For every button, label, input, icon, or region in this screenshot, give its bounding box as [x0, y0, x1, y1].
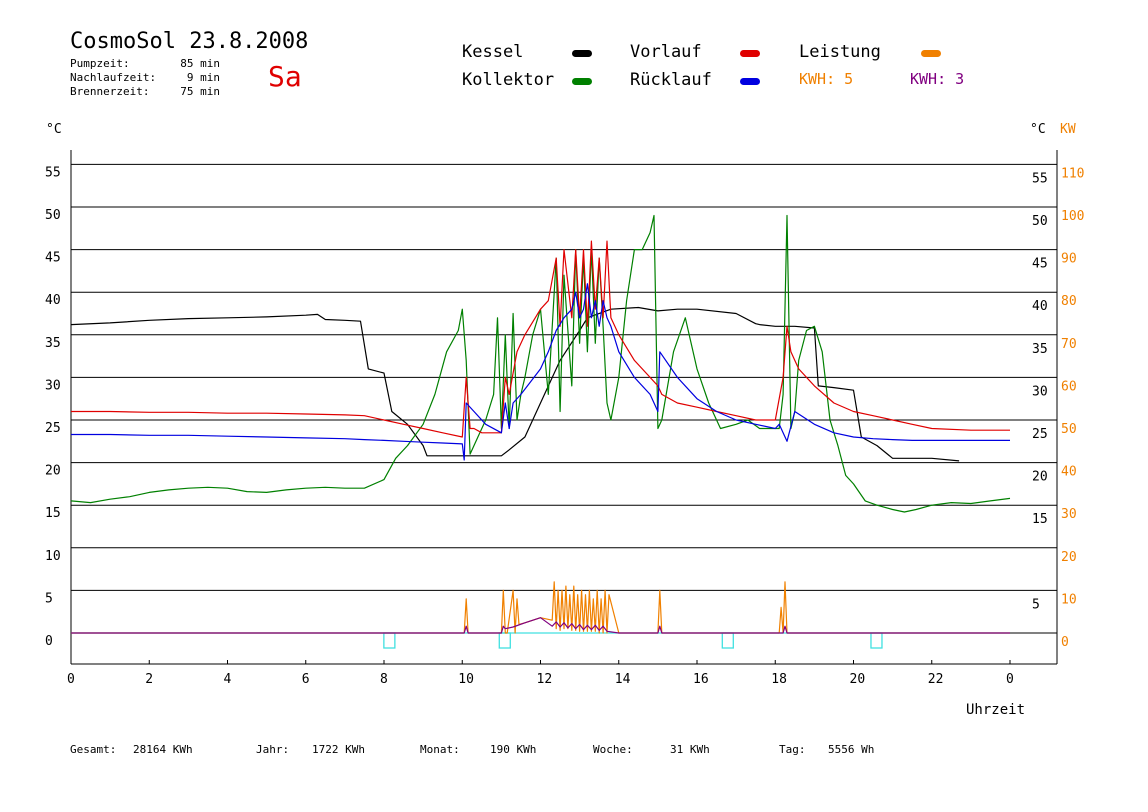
- temperature-chart: 0510152025303540455055515202530354045505…: [45, 150, 1084, 687]
- stat-row-nachlaufzeit: Nachlaufzeit: 9 min: [70, 71, 220, 85]
- y-tick-label-left: 30: [45, 378, 61, 393]
- stat-value: 9 min: [186, 71, 220, 84]
- y-tick-label-kw: 60: [1061, 379, 1077, 394]
- y-tick-label-kw: 90: [1061, 252, 1077, 267]
- legend-label-ruecklauf: Rücklauf: [630, 70, 712, 90]
- legend-label-kessel: Kessel: [462, 42, 524, 62]
- x-tick-label: 4: [224, 672, 232, 687]
- y-tick-label-right: 20: [1032, 470, 1048, 485]
- footer-value-woche: 31 KWh: [670, 743, 710, 756]
- y-tick-label-left: 20: [45, 464, 61, 479]
- y-tick-label-left: 45: [45, 251, 61, 266]
- y-tick-label-right: 35: [1032, 342, 1048, 357]
- series-line-kessel: [70, 306, 960, 462]
- legend-label-leistung: Leistung: [799, 42, 881, 62]
- y-tick-label-left: 55: [45, 165, 61, 180]
- y-tick-label-left: 5: [45, 591, 53, 606]
- y-tick-label-left: 25: [45, 421, 61, 436]
- legend-swatch-kessel: [572, 50, 592, 57]
- stat-label: Brennerzeit:: [70, 85, 150, 98]
- series-line-vorlauf: [71, 240, 1010, 438]
- x-tick-label: 20: [850, 672, 866, 687]
- y-tick-label-left: 35: [45, 336, 61, 351]
- stat-label: Pumpzeit:: [70, 57, 130, 70]
- footer-label-monat: Monat:: [420, 743, 460, 756]
- legend-kwh-solar: KWH: 5: [799, 70, 854, 88]
- pump-marker: [383, 632, 396, 649]
- stat-row-pumpzeit: Pumpzeit: 85 min: [70, 57, 220, 71]
- pump-stats: Pumpzeit: 85 min Nachlaufzeit: 9 min Bre…: [70, 57, 220, 99]
- x-tick-label: 12: [537, 672, 553, 687]
- stat-value: 75 min: [180, 85, 220, 98]
- footer-value-monat: 190 KWh: [490, 743, 537, 756]
- y-tick-label-right: 25: [1032, 427, 1048, 442]
- pump-marker: [870, 632, 883, 649]
- y-tick-label-right: 15: [1032, 512, 1048, 527]
- y-tick-label-left: 10: [45, 549, 61, 564]
- x-tick-label: 14: [615, 672, 631, 687]
- x-tick-label: 2: [145, 672, 153, 687]
- chart-title: CosmoSol 23.8.2008: [70, 29, 309, 54]
- series-line-leistung: [71, 581, 1010, 634]
- y-tick-label-right: 30: [1032, 384, 1048, 399]
- y-tick-label-left: 15: [45, 506, 61, 521]
- legend-swatch-vorlauf: [740, 50, 760, 57]
- y-tick-label-kw: 0: [1061, 635, 1069, 650]
- y-tick-label-kw: 80: [1061, 294, 1077, 309]
- stat-row-brennerzeit: Brennerzeit: 75 min: [70, 85, 220, 99]
- y-tick-label-kw: 40: [1061, 465, 1077, 480]
- footer-value-tag: 5556 Wh: [828, 743, 875, 756]
- y-tick-label-kw: 10: [1061, 592, 1077, 607]
- pump-marker: [498, 632, 511, 649]
- footer-label-jahr: Jahr:: [256, 743, 290, 756]
- series-line-kollektor: [70, 214, 1011, 513]
- legend-label-kollektor: Kollektor: [462, 70, 555, 90]
- footer-value-gesamt: 28164 KWh: [133, 743, 193, 756]
- weekday-label: Sa: [268, 60, 302, 93]
- y-tick-label-left: 0: [45, 634, 53, 649]
- pump-marker: [721, 632, 734, 649]
- footer-label-tag: Tag:: [779, 743, 806, 756]
- x-tick-label: 16: [693, 672, 709, 687]
- series-line-kwh: [71, 617, 1010, 634]
- y-tick-label-right: 40: [1032, 299, 1048, 314]
- stat-label: Nachlaufzeit:: [70, 71, 157, 84]
- legend-kwh-burner: KWH: 3: [910, 70, 965, 88]
- x-axis-label: Uhrzeit: [966, 702, 1026, 718]
- x-tick-label: 22: [928, 672, 944, 687]
- y-tick-label-right: 45: [1032, 257, 1048, 272]
- x-tick-label: 18: [771, 672, 787, 687]
- legend-swatch-ruecklauf: [740, 78, 760, 85]
- footer-value-jahr: 1722 KWh: [312, 743, 365, 756]
- legend-label-vorlauf: Vorlauf: [630, 42, 702, 62]
- y-tick-label-left: 40: [45, 293, 61, 308]
- x-tick-label: 6: [302, 672, 310, 687]
- legend-swatch-kollektor: [572, 78, 592, 85]
- x-tick-label: 10: [458, 672, 474, 687]
- y-tick-label-right: 55: [1032, 171, 1048, 186]
- y-tick-label-kw: 110: [1061, 166, 1084, 181]
- y-tick-label-kw: 20: [1061, 550, 1077, 565]
- y-tick-label-right: 5: [1032, 597, 1040, 612]
- y-tick-label-right: 50: [1032, 214, 1048, 229]
- y-tick-label-kw: 30: [1061, 507, 1077, 522]
- right-axis-unit: °C: [1030, 122, 1046, 137]
- footer-label-gesamt: Gesamt:: [70, 743, 117, 756]
- y-tick-label-left: 50: [45, 208, 61, 223]
- right-axis-unit-kw: KW: [1060, 122, 1076, 137]
- series-line-rcklauf: [71, 283, 1010, 461]
- footer-label-woche: Woche:: [593, 743, 633, 756]
- stat-value: 85 min: [180, 57, 220, 70]
- x-tick-label: 0: [1006, 672, 1014, 687]
- x-tick-label: 8: [380, 672, 388, 687]
- legend-swatch-leistung: [921, 50, 941, 57]
- y-tick-label-kw: 50: [1061, 422, 1077, 437]
- y-tick-label-kw: 70: [1061, 337, 1077, 352]
- x-tick-label: 0: [67, 672, 75, 687]
- left-axis-unit: °C: [46, 122, 62, 137]
- y-tick-label-kw: 100: [1061, 209, 1084, 224]
